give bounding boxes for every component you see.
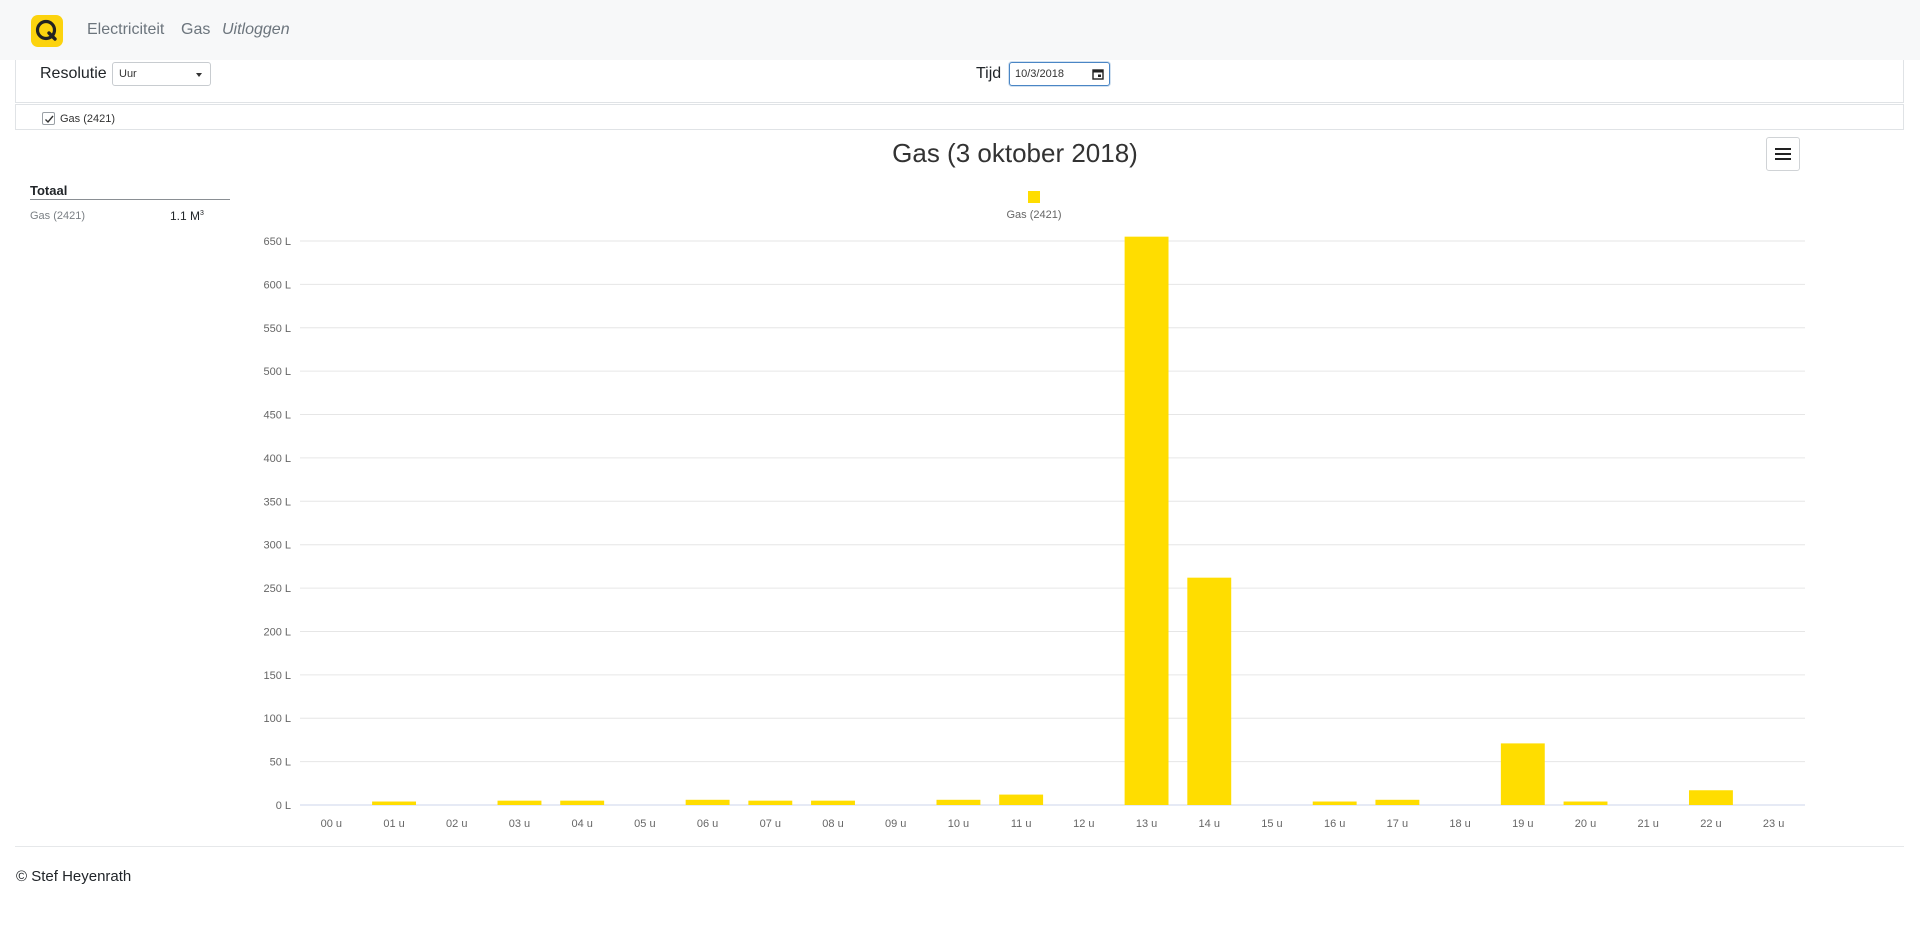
hamburger-menu-icon xyxy=(1775,148,1791,160)
bar xyxy=(1124,236,1169,805)
y-tick-label: 550 L xyxy=(263,323,291,335)
x-tick-label: 16 u xyxy=(1324,818,1345,830)
x-tick-label: 08 u xyxy=(822,818,843,830)
q-logo-icon xyxy=(35,19,57,41)
legend-label[interactable]: Gas (2421) xyxy=(1006,209,1062,221)
resolutie-value: Uur xyxy=(119,68,137,80)
bar xyxy=(685,799,730,805)
bar xyxy=(999,794,1044,805)
controls-panel: Resolutie Uur Tijd 10/3/2018 xyxy=(15,60,1904,103)
totals-row-name: Gas (2421) xyxy=(30,210,86,222)
x-tick-label: 04 u xyxy=(571,818,592,830)
totals-heading: Totaal xyxy=(30,183,230,200)
resolutie-label: Resolutie xyxy=(40,65,107,82)
x-tick-label: 20 u xyxy=(1575,818,1596,830)
y-tick-label: 100 L xyxy=(263,713,291,725)
check-icon xyxy=(45,115,54,124)
nav-gas[interactable]: Gas xyxy=(181,21,211,38)
chart-title: Gas (3 oktober 2018) xyxy=(892,138,1138,168)
x-tick-label: 03 u xyxy=(509,818,530,830)
navbar: Electriciteit Gas Uitloggen xyxy=(0,0,1920,60)
x-tick-label: 17 u xyxy=(1387,818,1408,830)
bar xyxy=(1187,577,1232,805)
meter-checkbox[interactable] xyxy=(42,112,55,125)
totals-value-text: 1.1 M xyxy=(170,209,201,223)
x-tick-label: 06 u xyxy=(697,818,718,830)
meter-checkbox-label: Gas (2421) xyxy=(60,113,116,125)
y-tick-label: 400 L xyxy=(263,453,291,465)
footer-divider xyxy=(15,846,1904,847)
nav-uitloggen[interactable]: Uitloggen xyxy=(222,21,290,38)
y-tick-label: 250 L xyxy=(263,583,291,595)
x-tick-label: 22 u xyxy=(1700,818,1721,830)
bar xyxy=(1375,799,1420,805)
tijd-value: 10/3/2018 xyxy=(1015,68,1064,80)
x-tick-label: 12 u xyxy=(1073,818,1094,830)
x-tick-label: 10 u xyxy=(948,818,969,830)
x-tick-label: 23 u xyxy=(1763,818,1784,830)
y-tick-label: 200 L xyxy=(263,626,291,638)
x-tick-label: 14 u xyxy=(1199,818,1220,830)
tijd-date-input[interactable]: 10/3/2018 xyxy=(1009,62,1110,86)
totals-unit-sup: 3 xyxy=(200,210,204,217)
x-tick-label: 02 u xyxy=(446,818,467,830)
bar xyxy=(1312,801,1357,805)
x-tick-label: 15 u xyxy=(1261,818,1282,830)
legend-swatch[interactable] xyxy=(1028,191,1040,203)
y-tick-label: 600 L xyxy=(263,279,291,291)
footer-text: © Stef Heyenrath xyxy=(16,868,132,885)
chevron-down-icon xyxy=(196,73,202,77)
app-logo[interactable] xyxy=(31,15,63,47)
y-tick-label: 50 L xyxy=(270,757,291,769)
x-tick-label: 21 u xyxy=(1638,818,1659,830)
y-tick-label: 450 L xyxy=(263,410,291,422)
bar xyxy=(497,800,542,805)
resolutie-select[interactable]: Uur xyxy=(112,62,211,86)
y-tick-label: 300 L xyxy=(263,540,291,552)
y-tick-label: 500 L xyxy=(263,366,291,378)
chart-menu-button[interactable] xyxy=(1766,137,1800,171)
bar xyxy=(372,801,417,805)
x-tick-label: 00 u xyxy=(321,818,342,830)
tijd-label: Tijd xyxy=(976,65,1002,82)
x-tick-label: 09 u xyxy=(885,818,906,830)
y-tick-label: 650 L xyxy=(263,236,291,248)
meter-select-row: Gas (2421) xyxy=(15,104,1904,130)
y-tick-label: 0 L xyxy=(276,800,291,812)
nav-electriciteit[interactable]: Electriciteit xyxy=(87,21,165,38)
bar xyxy=(1563,801,1608,805)
calendar-icon[interactable] xyxy=(1092,68,1104,80)
bar xyxy=(1688,790,1733,805)
x-tick-label: 18 u xyxy=(1449,818,1470,830)
x-tick-label: 01 u xyxy=(383,818,404,830)
y-tick-label: 350 L xyxy=(263,496,291,508)
bar xyxy=(936,799,981,805)
x-tick-label: 05 u xyxy=(634,818,655,830)
bar xyxy=(1500,743,1545,805)
totals-row-value: 1.1 M3 xyxy=(170,209,204,223)
x-tick-label: 13 u xyxy=(1136,818,1157,830)
x-tick-label: 11 u xyxy=(1011,818,1032,830)
bar xyxy=(748,800,793,805)
bar xyxy=(560,800,605,805)
x-tick-label: 07 u xyxy=(760,818,781,830)
bar xyxy=(811,800,855,805)
x-tick-label: 19 u xyxy=(1512,818,1533,830)
y-tick-label: 150 L xyxy=(263,670,291,682)
